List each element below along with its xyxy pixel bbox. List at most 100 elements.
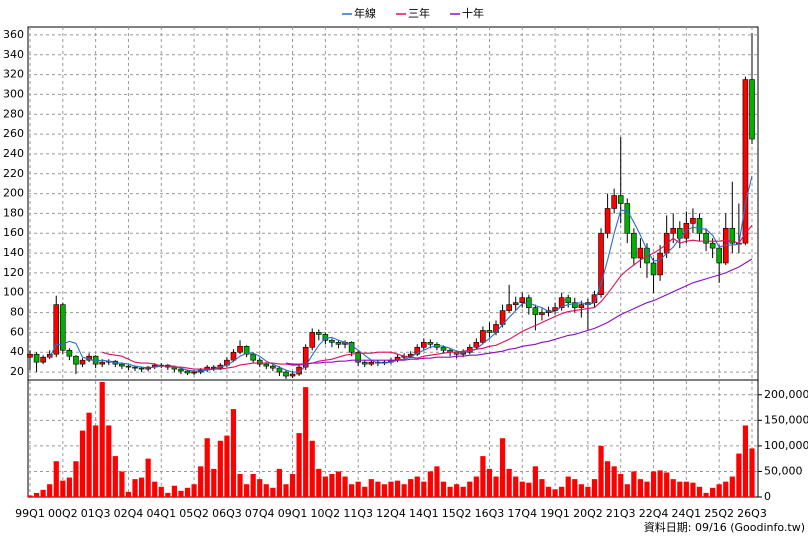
volume-bar <box>690 482 696 497</box>
candle-body <box>329 340 335 343</box>
x-tick-label: 06Q3 <box>212 507 242 520</box>
candle-body <box>73 355 79 365</box>
x-tick-label: 02Q4 <box>114 507 144 520</box>
volume-bar <box>316 468 322 497</box>
y-tick-label: 180 <box>3 206 24 219</box>
volume-bar <box>572 479 578 497</box>
plot-frame <box>27 26 759 498</box>
candle-body <box>611 195 617 209</box>
volume-bar <box>119 471 125 497</box>
volume-bar <box>270 487 276 497</box>
volume-bar <box>696 486 703 497</box>
volume-bar <box>664 472 670 497</box>
volume-bar <box>204 438 210 497</box>
candle-body <box>657 252 663 276</box>
volume-bar <box>644 481 650 497</box>
candle-body <box>243 345 250 355</box>
candle-body <box>480 330 486 343</box>
candle-body <box>604 208 611 234</box>
volume-bar <box>519 481 525 497</box>
volume-bar <box>454 484 460 497</box>
volume-bar <box>716 484 722 497</box>
volume-bar <box>559 486 565 497</box>
volume-bar <box>198 466 204 497</box>
y-tick-label: 360 <box>3 28 24 41</box>
volume-bar <box>309 440 315 497</box>
candle-body <box>289 373 296 377</box>
candle-body <box>99 361 105 365</box>
footer: 資料日期: 09/16 (Goodinfo.tw) <box>644 520 805 534</box>
y-tick-label: 80 <box>10 306 24 319</box>
candle-body <box>637 247 644 259</box>
volume-bar <box>394 480 401 497</box>
volume-bar <box>349 484 355 497</box>
candle-body <box>230 351 237 361</box>
legend-label: 三年 <box>408 6 430 20</box>
volume-bar <box>578 484 584 497</box>
y2-tick-label: 150,000 <box>764 413 808 426</box>
candle-body <box>670 227 677 234</box>
candle-body <box>60 304 66 351</box>
y-tick-label: 280 <box>3 107 24 120</box>
volume-bar <box>289 474 296 497</box>
x-tick-label: 24Q1 <box>672 507 702 520</box>
candle-body <box>250 353 256 361</box>
volume-bar <box>93 425 99 497</box>
volume-bar <box>624 484 630 497</box>
y-tick-label: 340 <box>3 48 24 61</box>
candle-body <box>355 351 361 363</box>
x-tick-label: 21Q3 <box>606 507 636 520</box>
volume-bar <box>473 476 479 497</box>
volume-bar <box>631 471 637 497</box>
volume-bar <box>414 476 420 497</box>
volume-bar <box>355 481 361 497</box>
y-tick-label: 140 <box>3 246 24 259</box>
volume-bar <box>539 479 545 497</box>
candle-body <box>256 359 263 365</box>
candle-body <box>703 232 709 244</box>
candle-body <box>79 359 86 365</box>
volume-bar <box>637 479 644 497</box>
volume-bar <box>447 486 453 497</box>
candle-body <box>571 302 578 308</box>
x-tick-label: 17Q4 <box>507 507 537 520</box>
volume-bar <box>670 479 676 497</box>
x-tick-label: 25Q2 <box>704 507 734 520</box>
candle-body <box>493 324 499 333</box>
candle-body <box>283 371 289 377</box>
volume-bar <box>244 484 250 497</box>
volume-bar <box>132 479 138 497</box>
volume-bar <box>545 486 552 497</box>
candle-body <box>178 368 184 372</box>
x-tick-label: 20Q2 <box>573 507 603 520</box>
candle-body <box>565 297 572 303</box>
y-tick-label: 100 <box>3 286 24 299</box>
volume-bar <box>650 471 657 497</box>
volume-bar <box>303 387 309 497</box>
volume-bar <box>381 484 388 497</box>
volume-bar <box>263 484 269 497</box>
x-tick-label: 04Q1 <box>146 507 176 520</box>
volume-bar <box>230 409 237 497</box>
x-tick-label: 12Q4 <box>376 507 406 520</box>
candle-body <box>132 366 138 369</box>
volume-bar <box>710 487 716 497</box>
y-tick-label: 260 <box>3 127 24 140</box>
candle-body <box>473 342 480 348</box>
volume-bar <box>460 486 466 497</box>
candle-body <box>519 297 526 303</box>
volume-bar <box>749 448 755 497</box>
volume-bar <box>434 466 440 497</box>
candle-body <box>309 332 316 348</box>
candle-body <box>184 370 191 374</box>
volume-bar <box>703 492 709 497</box>
candle-body <box>598 232 604 296</box>
volume-bar <box>618 474 624 497</box>
y-tick-label: 220 <box>3 167 24 180</box>
volume-bar <box>217 440 223 497</box>
y2-tick-label: 50,000 <box>764 464 803 477</box>
volume-bar <box>184 487 191 497</box>
volume-bar <box>486 468 493 497</box>
candle-body <box>506 304 512 311</box>
candle-body <box>631 232 637 259</box>
